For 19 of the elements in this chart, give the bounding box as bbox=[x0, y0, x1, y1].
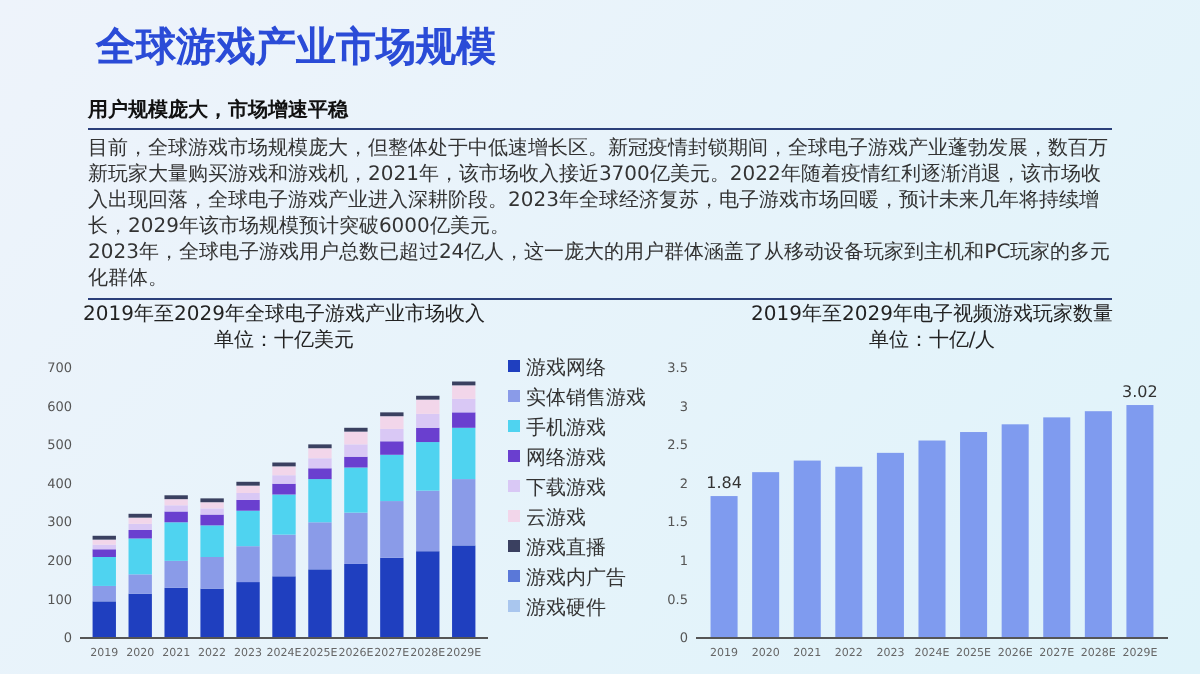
data-label: 3.02 bbox=[1122, 383, 1158, 402]
legend-label: 下载游戏 bbox=[526, 476, 606, 501]
legend-label: 实体销售游戏 bbox=[526, 386, 646, 411]
chart-subtitle: 单位：十亿美元 bbox=[214, 328, 354, 352]
text: 用户规模庞大，市场增速平稳 bbox=[88, 96, 348, 124]
legend-label: 游戏网络 bbox=[526, 356, 606, 381]
text: 全球游戏产业市场规模 bbox=[96, 20, 496, 74]
legend-label: 游戏硬件 bbox=[526, 596, 606, 621]
data-label: 1.84 bbox=[706, 474, 742, 493]
legend-label: 手机游戏 bbox=[526, 416, 606, 441]
text: 2023年，全球电子游戏用户总数已超过24亿人，这一庞大的用户群体涵盖了从移动设备玩家到主机和PC玩家的多元化群体。 bbox=[88, 240, 1112, 292]
legend-label: 游戏内广告 bbox=[526, 566, 626, 591]
chart-title: 2019年至2029年电子视频游戏玩家数量 bbox=[751, 302, 1113, 326]
chart-subtitle: 单位：十亿/人 bbox=[868, 328, 996, 352]
legend-label: 网络游戏 bbox=[526, 446, 606, 471]
text: 目前，全球游戏市场规模庞大，但整体处于中低速增长区。新冠疫情封锁期间，全球电子游戏产业蓬勃发展，数百万新玩家大量购买游戏和游戏机，2021年，该市场收入接近3700亿美元。2022年随着疫情红利逐渐消退，该市场收入出现回落，全球电子游戏产业进入深耕阶段。2023年全球经济复苏，电子游戏市场回暖，预计未来几年将持续增长，2029年该市场规模预计突破6000亿美元。 bbox=[88, 136, 1110, 240]
chart-title: 2019年至2029年全球电子游戏产业市场收入 bbox=[83, 302, 485, 326]
legend-label: 游戏直播 bbox=[526, 536, 606, 561]
legend-label: 云游戏 bbox=[526, 506, 586, 531]
